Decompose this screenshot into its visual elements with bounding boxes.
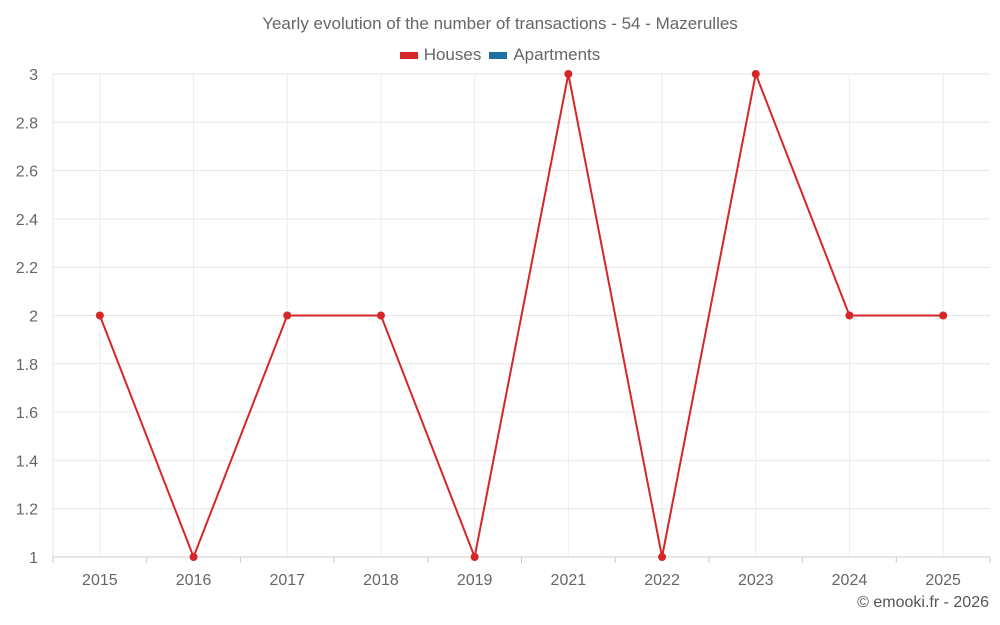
y-tick-label: 3 [29, 67, 38, 84]
data-point-houses [939, 311, 948, 320]
x-tick-label: 2017 [269, 572, 305, 589]
data-point-houses [845, 311, 854, 320]
data-point-houses [470, 553, 479, 561]
legend-swatch-apartments [489, 51, 508, 59]
x-tick-label: 2022 [644, 572, 680, 589]
legend-label-apartments: Apartments [513, 45, 601, 64]
x-tick-label: 2019 [457, 572, 493, 589]
data-point-houses [283, 311, 292, 320]
data-point-houses [564, 70, 573, 78]
x-tick-label: 2024 [832, 572, 868, 589]
y-tick-label: 2.8 [16, 115, 38, 132]
series-line-houses [98, 73, 944, 558]
data-point-houses [658, 553, 667, 561]
x-tick-label: 2016 [176, 572, 212, 589]
chart-title: Yearly evolution of the number of transa… [262, 14, 738, 33]
y-tick-label: 1.2 [16, 502, 38, 519]
data-point-houses [95, 311, 104, 320]
x-tick-label: 2023 [738, 572, 774, 589]
y-tick-label: 1.8 [16, 357, 38, 374]
y-tick-label: 1.6 [16, 405, 38, 422]
y-tick-label: 2.4 [16, 212, 38, 229]
x-tick-label: 2021 [551, 572, 587, 589]
x-tick-label: 2015 [82, 572, 118, 589]
x-tick-label: 2025 [925, 572, 961, 589]
y-tick-label: 1.4 [16, 453, 38, 470]
y-tick-label: 2 [29, 309, 38, 326]
x-tick-label: 2018 [363, 572, 399, 589]
data-point-houses [751, 70, 760, 78]
legend-swatch-houses [399, 51, 418, 59]
legend-item-apartments[interactable]: Apartments [489, 45, 600, 65]
copyright-credit: © emooki.fr - 2026 [857, 594, 989, 611]
chart-legend: Houses Apartments [0, 45, 1000, 65]
data-point-houses [376, 311, 385, 320]
y-tick-label: 2.6 [16, 164, 38, 181]
data-point-houses [189, 553, 198, 561]
y-tick-label: 2.2 [16, 260, 38, 277]
y-tick-label: 1 [29, 550, 38, 567]
legend-item-houses[interactable]: Houses [399, 45, 482, 65]
legend-label-houses: Houses [423, 45, 482, 64]
